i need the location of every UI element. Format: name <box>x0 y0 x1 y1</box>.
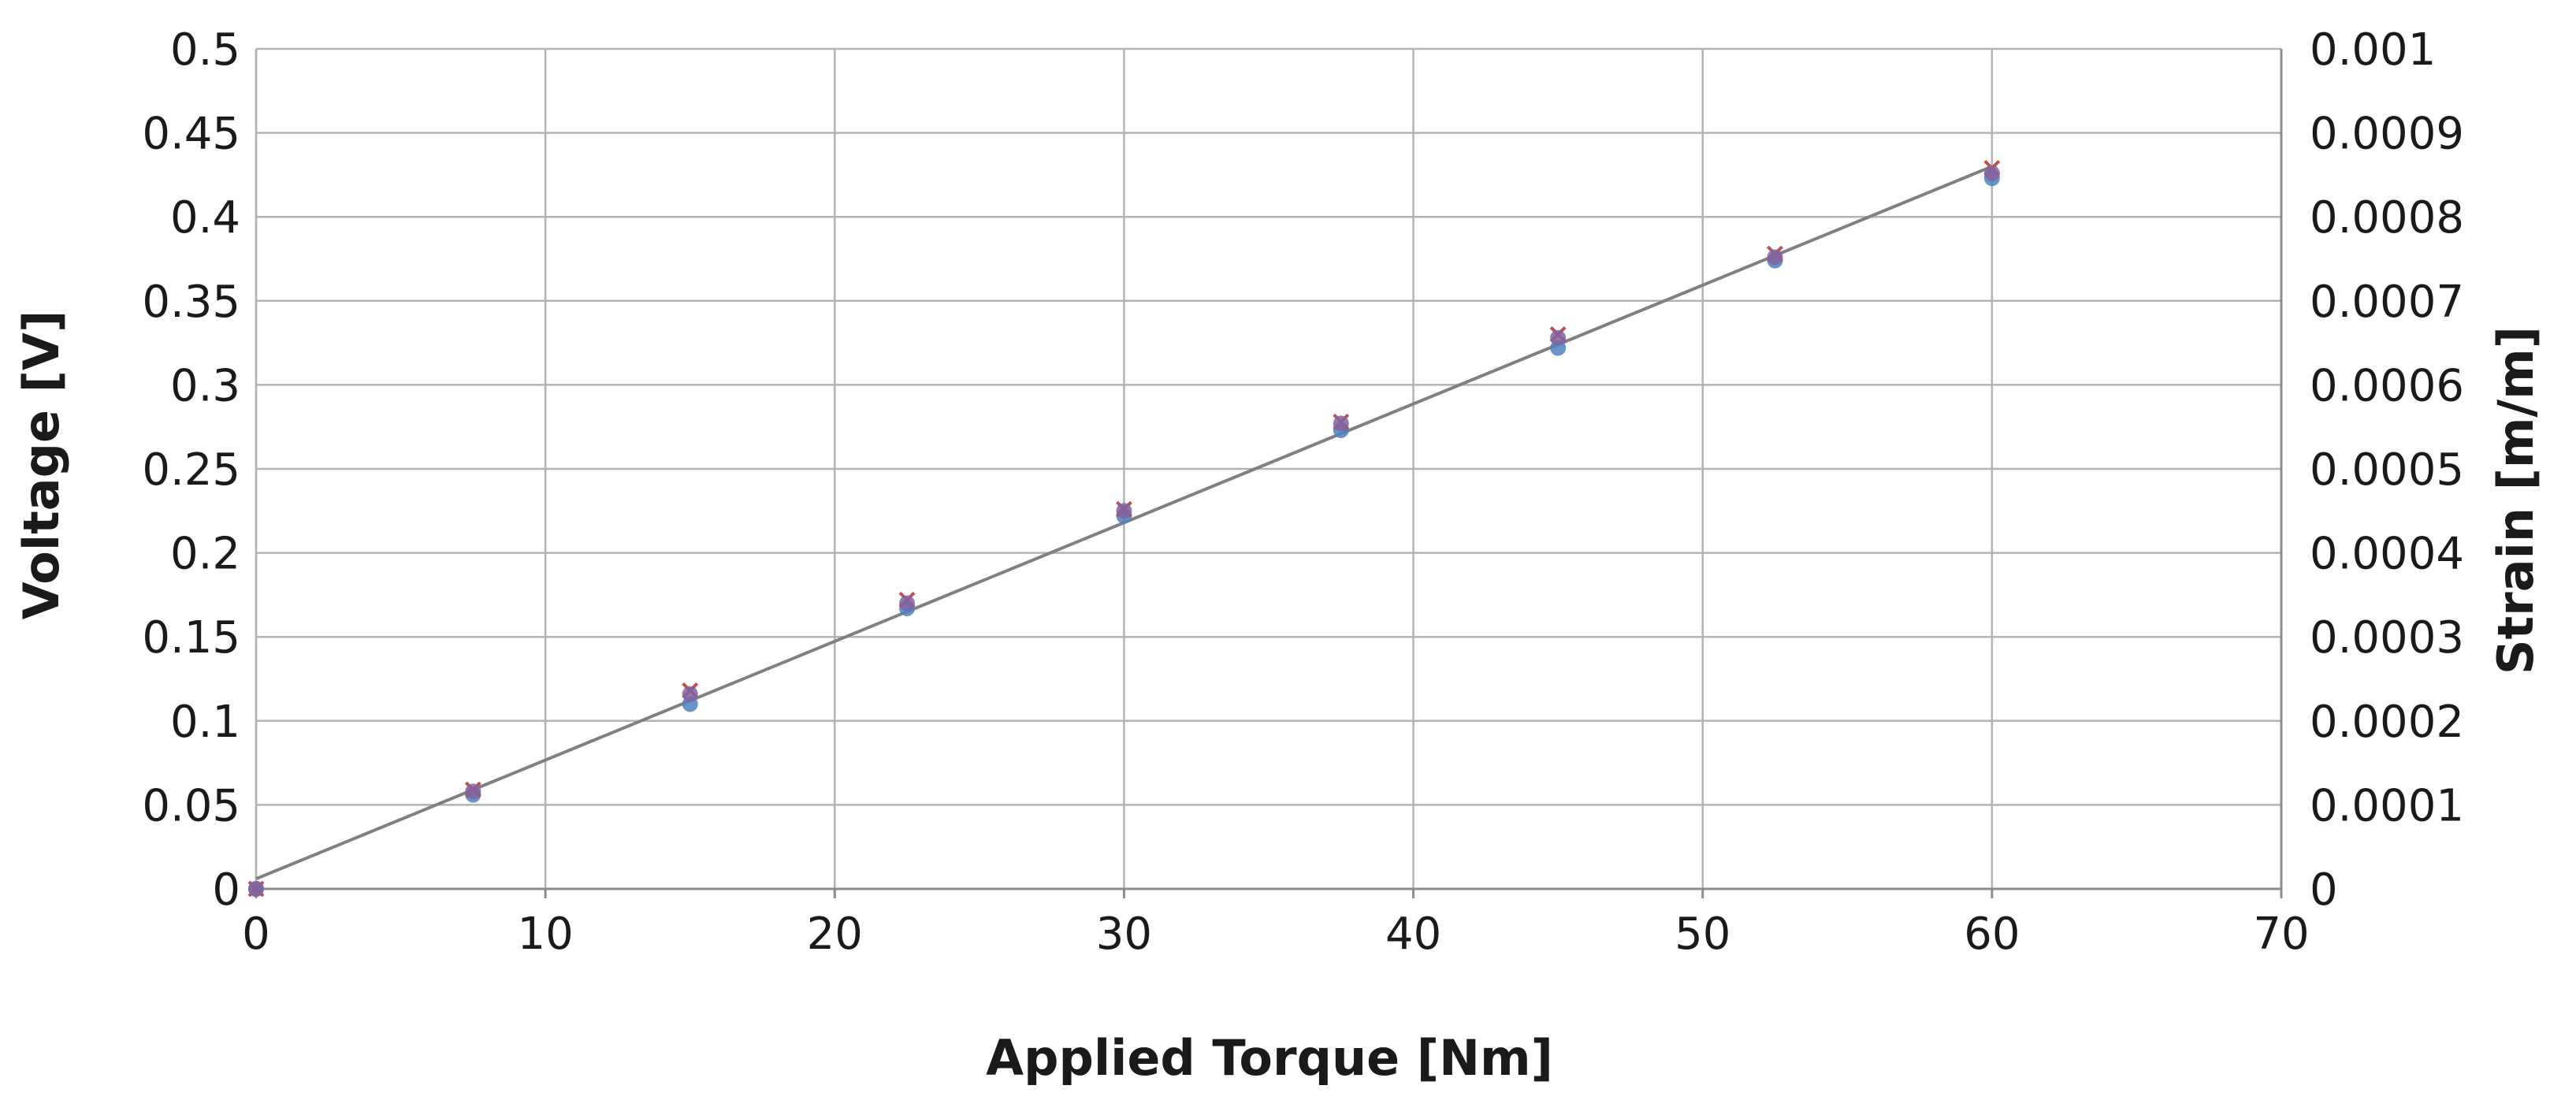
y-tick-label: 0.5 <box>170 24 240 76</box>
x-tick-label: 10 <box>518 909 574 960</box>
y2-tick-labels: 0 0.0001 0.0002 0.0003 0.0004 0.0005 0.0006 0.0… <box>2310 24 2464 916</box>
data-point <box>1550 329 1567 346</box>
y-tick-label: 0.3 <box>170 360 240 411</box>
x-tick-label: 60 <box>1964 909 2020 960</box>
y-tick-label: 0.4 <box>170 192 240 243</box>
data-points <box>247 159 2001 898</box>
data-point <box>1767 249 1783 266</box>
data-point <box>1983 165 2000 181</box>
x-tick-labels: 0 10 20 30 40 50 60 70 <box>242 909 2309 960</box>
data-point <box>899 595 916 611</box>
y-tick-labels: 0 0.05 0.1 0.15 0.2 0.25 0.3 0.35 0.4 0.45 0.5 <box>142 24 240 916</box>
y-tick-label: 0 <box>212 864 240 916</box>
y-tick-label: 0.05 <box>142 780 240 831</box>
y-tick-label: 0.15 <box>142 612 240 664</box>
y2-tick-label: 0 <box>2310 864 2338 916</box>
grid <box>255 47 2283 890</box>
y2-tick-label: 0.0003 <box>2310 612 2464 664</box>
data-point <box>465 783 481 800</box>
data-point <box>248 881 264 897</box>
y-axis-title: Voltage [V] <box>13 310 70 620</box>
x-axis-title: Applied Torque [Nm] <box>986 1029 1553 1087</box>
y-tick-label: 0.25 <box>142 444 240 496</box>
y2-tick-label: 0.0005 <box>2310 444 2464 496</box>
y-tick-label: 0.2 <box>170 529 240 580</box>
data-point <box>1116 503 1132 519</box>
y2-tick-label: 0.0007 <box>2310 277 2464 328</box>
y-tick-label: 0.45 <box>142 109 240 160</box>
y2-axis-title: Strain [m/m] <box>2487 326 2544 675</box>
y-tick-label: 0.1 <box>170 697 240 748</box>
y2-tick-label: 0.0001 <box>2310 780 2464 831</box>
series-3 <box>248 165 2000 897</box>
y2-tick-label: 0.0009 <box>2310 109 2464 160</box>
data-point <box>1333 415 1349 432</box>
data-point <box>682 686 698 702</box>
y2-tick-label: 0.001 <box>2310 24 2436 76</box>
x-tick-label: 70 <box>2253 909 2309 960</box>
plot-frame <box>255 49 2283 898</box>
x-tick-label: 30 <box>1096 909 1152 960</box>
x-tick-label: 50 <box>1675 909 1730 960</box>
x-tick-label: 20 <box>807 909 863 960</box>
y2-tick-label: 0.0006 <box>2310 360 2464 411</box>
x-tick-label: 0 <box>242 909 270 960</box>
y2-tick-label: 0.0004 <box>2310 529 2464 580</box>
y2-tick-label: 0.0008 <box>2310 192 2464 243</box>
x-tick-label: 40 <box>1385 909 1441 960</box>
y-tick-label: 0.35 <box>142 277 240 328</box>
y2-tick-label: 0.0002 <box>2310 697 2464 748</box>
